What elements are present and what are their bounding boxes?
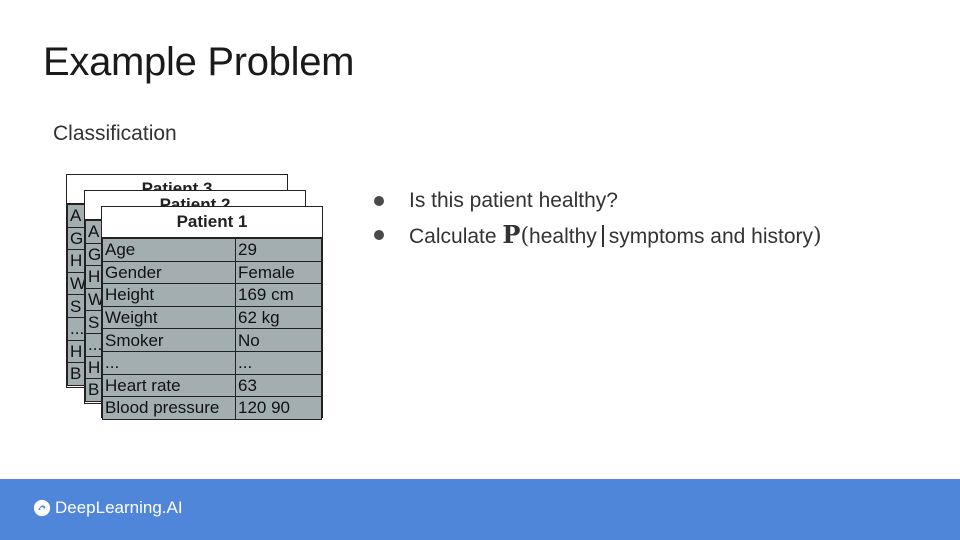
table-cell-key: Weight	[102, 305, 236, 330]
table-cell-value: 120 90	[235, 396, 322, 420]
bullet-item: Is this patient healthy?	[374, 186, 822, 220]
table-cell-value: 29	[235, 238, 322, 262]
brand-name: DeepLearning.AI	[55, 498, 183, 517]
table-cell-value: 63	[235, 373, 322, 398]
open-paren: (	[520, 224, 530, 249]
table-cell-value: Female	[235, 260, 322, 285]
table-row: Heart rate 63	[102, 373, 322, 398]
patient-card-header: Patient 1	[102, 207, 322, 238]
deeplearning-logo-icon	[33, 499, 51, 517]
table-cell-key: Heart rate	[102, 373, 236, 398]
table-cell-value: 169 cm	[235, 283, 322, 307]
table-cell-key: ...	[102, 350, 236, 375]
brand-logo: DeepLearning.AI	[33, 498, 183, 518]
bullet-dot-icon	[374, 196, 384, 206]
bullet-list: Is this patient healthy? Calculate P(hea…	[374, 186, 822, 254]
table-cell-value: 62 kg	[235, 305, 322, 330]
table-row: ... ...	[102, 350, 322, 375]
slide-title: Example Problem	[43, 40, 355, 84]
conditional-bar-icon	[601, 225, 604, 247]
table-cell-value: No	[235, 328, 322, 352]
probability-symbol: P	[502, 220, 521, 249]
bullet-dot-icon	[374, 230, 384, 240]
footer-bar: DeepLearning.AI	[0, 479, 960, 540]
probability-event: healthy	[529, 225, 597, 248]
table-cell-key: Age	[102, 238, 236, 262]
table-row: Weight 62 kg	[102, 305, 322, 330]
bullet-item: Calculate P(healthy symptoms and history)	[374, 220, 822, 254]
table-row: Gender Female	[102, 260, 322, 285]
table-cell-key: Gender	[102, 260, 236, 285]
table-cell-key: Height	[102, 283, 236, 307]
patient-table: Age 29 Gender Female Height 169 cm Weigh…	[102, 238, 322, 420]
table-cell-key: Blood pressure	[102, 396, 236, 420]
probability-condition: symptoms and history	[608, 225, 814, 248]
table-cell-key: Smoker	[102, 328, 236, 352]
patient-card-1: Patient 1 Age 29 Gender Female Height 16…	[101, 206, 323, 420]
table-cell-value: ...	[235, 350, 322, 375]
bullet-text-prefix: Calculate	[409, 225, 497, 248]
table-row: Height 169 cm	[102, 283, 322, 307]
bullet-text: Is this patient healthy?	[409, 189, 618, 212]
close-paren: )	[813, 224, 822, 249]
table-row: Blood pressure 120 90	[102, 396, 322, 420]
table-row: Age 29	[102, 238, 322, 262]
slide-subtitle: Classification	[53, 122, 177, 145]
table-row: Smoker No	[102, 328, 322, 352]
